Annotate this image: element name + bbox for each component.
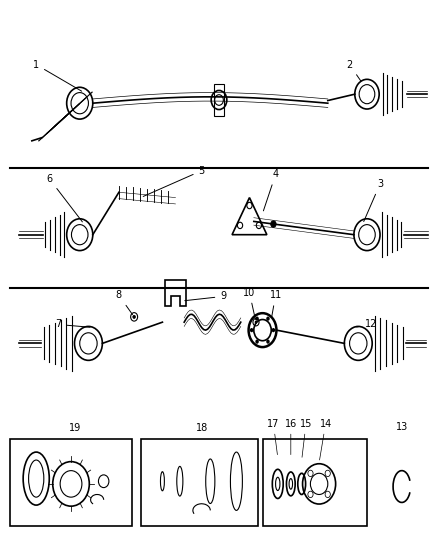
- Text: 14: 14: [319, 418, 332, 460]
- Text: 1: 1: [33, 60, 81, 91]
- Text: 4: 4: [263, 169, 279, 211]
- Text: 17: 17: [267, 418, 279, 455]
- Text: 12: 12: [357, 319, 378, 329]
- Circle shape: [255, 317, 259, 321]
- Text: 6: 6: [46, 174, 82, 222]
- Circle shape: [271, 221, 276, 227]
- Text: 10: 10: [244, 288, 256, 319]
- Circle shape: [266, 340, 270, 344]
- Text: 8: 8: [116, 290, 133, 314]
- Circle shape: [253, 318, 259, 326]
- Bar: [10, 439, 132, 526]
- Circle shape: [250, 328, 253, 332]
- Circle shape: [266, 317, 270, 321]
- Text: 3: 3: [364, 179, 383, 222]
- Text: 9: 9: [185, 292, 226, 301]
- Text: 13: 13: [396, 422, 408, 432]
- Text: 5: 5: [143, 166, 205, 197]
- Bar: [262, 439, 367, 526]
- Text: 19: 19: [69, 423, 81, 433]
- Text: 15: 15: [300, 418, 312, 457]
- Circle shape: [133, 316, 135, 318]
- Circle shape: [254, 320, 257, 324]
- Circle shape: [272, 328, 275, 332]
- Circle shape: [131, 313, 138, 321]
- Text: 16: 16: [285, 418, 297, 455]
- Circle shape: [255, 340, 259, 344]
- Bar: [141, 439, 258, 526]
- Text: 7: 7: [55, 319, 90, 329]
- Bar: [214, 84, 224, 116]
- Text: 18: 18: [195, 423, 208, 433]
- Text: 11: 11: [269, 290, 282, 317]
- Text: 2: 2: [346, 60, 361, 82]
